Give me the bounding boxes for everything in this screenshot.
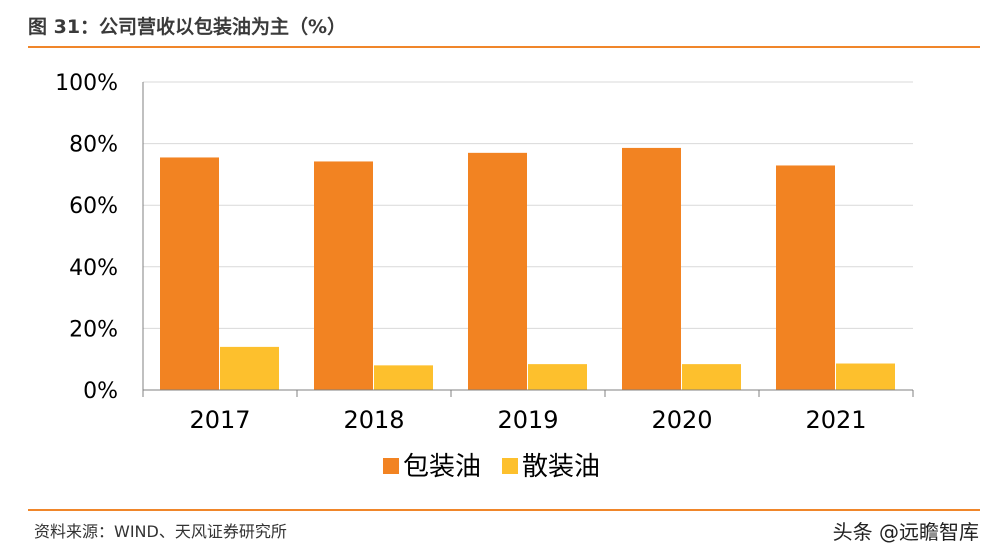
x-category-label: 2017 xyxy=(189,406,250,434)
y-tick-label: 100% xyxy=(55,71,118,96)
bar-bulk-oil xyxy=(374,365,433,390)
bar-packaged-oil xyxy=(776,165,835,390)
bars xyxy=(160,147,895,390)
y-tick-label: 20% xyxy=(69,317,118,342)
legend-swatch xyxy=(383,458,399,474)
bar-packaged-oil xyxy=(314,161,373,390)
bar-bulk-oil xyxy=(682,364,741,390)
bar-packaged-oil xyxy=(160,157,219,390)
x-category-label: 2020 xyxy=(651,406,712,434)
bar-bulk-oil xyxy=(220,346,279,390)
bar-bulk-oil xyxy=(836,363,895,390)
y-tick-label: 40% xyxy=(69,256,118,281)
legend-label: 散装油 xyxy=(522,452,600,482)
x-category-label: 2018 xyxy=(343,406,404,434)
title-divider xyxy=(28,46,980,48)
axes xyxy=(142,82,914,397)
x-category-label: 2021 xyxy=(805,406,866,434)
bar-bulk-oil xyxy=(528,364,587,390)
legend-swatch xyxy=(502,458,518,474)
watermark: 头条 @远瞻智库 xyxy=(832,520,979,544)
gridlines xyxy=(143,81,913,329)
y-axis-ticks: 0% 20% 40% 60% 80% 100% xyxy=(55,71,118,404)
bar-packaged-oil xyxy=(622,147,681,390)
source-note: 资料来源：WIND、天风证券研究所 xyxy=(34,522,287,541)
bar-packaged-oil xyxy=(468,152,527,390)
y-tick-label: 0% xyxy=(83,379,118,404)
y-tick-label: 80% xyxy=(69,133,118,158)
footer-divider xyxy=(28,509,980,511)
legend-label: 包装油 xyxy=(403,452,481,482)
legend: 包装油 散装油 xyxy=(383,452,600,482)
bar-chart: 0%20%40%60%80%100% 2017 2018 2019 2020 2021 … xyxy=(55,71,914,482)
x-category-label: 2019 xyxy=(497,406,558,434)
x-axis-categories: 2017 2018 2019 2020 2021 xyxy=(189,406,866,434)
y-tick-label: 60% xyxy=(69,194,118,219)
chart-title: 图 31：公司营收以包装油为主（%） xyxy=(28,16,347,38)
